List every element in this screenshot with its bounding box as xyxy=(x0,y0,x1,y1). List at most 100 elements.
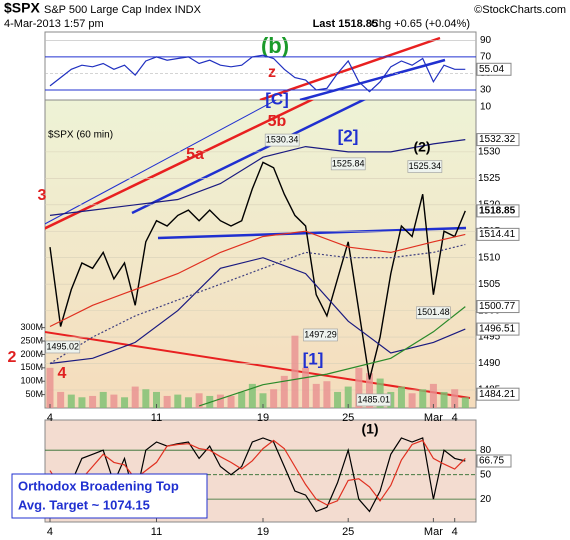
volume-bar xyxy=(142,389,150,408)
wave-label: 5a xyxy=(186,146,204,163)
series-line xyxy=(49,161,466,380)
y-tick-label: 1510 xyxy=(478,252,501,263)
volume-tick-label: 250M xyxy=(20,335,43,345)
volume-bar xyxy=(57,391,65,408)
y-tick-label: 50 xyxy=(480,469,492,480)
value-label: 66.75 xyxy=(479,456,504,467)
x-tick-label: Mar xyxy=(424,412,443,424)
price-label: 1501.48 xyxy=(417,307,450,317)
x-tick-label: 19 xyxy=(257,412,269,424)
brand: ©StockCharts.com xyxy=(474,4,566,16)
y-tick-label: 1530 xyxy=(478,147,501,158)
volume-bar xyxy=(184,397,192,408)
series-line xyxy=(49,54,466,93)
volume-bar xyxy=(302,367,310,408)
price-panel xyxy=(44,99,477,409)
y-tick-label: 80 xyxy=(480,445,492,456)
volume-bar xyxy=(365,373,373,408)
volume-bar xyxy=(110,394,118,408)
volume-bar xyxy=(461,397,469,408)
series-line xyxy=(198,306,466,407)
price-label: 1497.29 xyxy=(304,329,337,339)
x-tick-label: Mar xyxy=(424,526,443,538)
volume-bar xyxy=(334,391,342,408)
wave-label: [C] xyxy=(265,89,289,108)
volume-bar xyxy=(440,391,448,408)
price-label-box xyxy=(303,328,338,342)
series-line xyxy=(49,437,466,513)
note-line: Avg. Target ~ 1074.15 xyxy=(18,497,150,512)
volume-bar xyxy=(408,393,416,408)
trendline xyxy=(299,58,446,100)
volume-bar xyxy=(131,386,139,408)
volume-tick-label: 50M xyxy=(25,389,43,399)
volume-tick-label: 200M xyxy=(20,349,43,359)
price-label-box xyxy=(407,160,443,173)
value-label: 1514.41 xyxy=(479,229,516,240)
price-label: 1530.34 xyxy=(266,134,299,144)
volume-bar xyxy=(323,381,331,408)
x-tick-label: 11 xyxy=(151,412,162,424)
value-box xyxy=(476,454,512,468)
price-label: 1485.01 xyxy=(357,394,390,404)
wave-label: 5b xyxy=(268,113,287,130)
y-tick-label: 90 xyxy=(480,35,492,46)
y-tick-label: 1505 xyxy=(478,279,501,290)
volume-tick-label: 150M xyxy=(20,362,43,372)
value-box xyxy=(476,227,520,241)
x-tick-label: 4 xyxy=(452,526,458,538)
note-box xyxy=(11,473,208,519)
volume-tick-label: 100M xyxy=(20,376,43,386)
volume-bar xyxy=(216,394,224,408)
x-tick-label: 25 xyxy=(342,412,354,424)
note-line: Orthodox Broadening Top xyxy=(18,478,179,493)
price-label: 1525.34 xyxy=(409,161,442,171)
series-line xyxy=(49,139,466,216)
volume-bar xyxy=(46,367,54,408)
series-line xyxy=(49,243,466,365)
price-label: 1525.84 xyxy=(332,158,365,168)
y-tick-label: 1490 xyxy=(478,358,501,369)
last: Last 1518.85 xyxy=(313,18,378,30)
wave-label: [1] xyxy=(303,349,324,368)
date: 4-Mar-2013 1:57 pm xyxy=(4,18,104,30)
volume-bar xyxy=(270,389,278,408)
plot-layer: 1485149014951500150515101515152015251530… xyxy=(8,33,520,538)
y-tick-label: 1495 xyxy=(478,332,501,343)
y-tick-label: 70 xyxy=(480,52,492,63)
volume-bar xyxy=(355,367,363,408)
volume-bar xyxy=(248,383,256,408)
volume-bar xyxy=(152,391,160,408)
x-tick-label: 25 xyxy=(342,526,354,538)
x-tick-label: 19 xyxy=(257,526,269,538)
wave-label: (2) xyxy=(413,139,430,155)
volume-bar xyxy=(163,395,171,408)
y-tick-label: 30 xyxy=(480,85,492,96)
volume-bar xyxy=(344,386,352,408)
volume-bar xyxy=(67,394,75,408)
price-label-box xyxy=(416,306,451,320)
value-box xyxy=(476,387,520,401)
value-label: 1518.85 xyxy=(479,206,516,217)
volume-bar xyxy=(259,393,267,408)
clip-group xyxy=(49,54,466,93)
series-line xyxy=(49,439,466,506)
volume-bar xyxy=(89,395,97,408)
wave-label: (1) xyxy=(361,421,378,437)
volume-bar xyxy=(280,375,288,408)
volume-bar xyxy=(312,383,320,408)
volume-bar xyxy=(429,383,437,408)
volume-bar xyxy=(121,397,129,408)
wave-label: (b) xyxy=(261,33,289,58)
rsi-panel xyxy=(44,31,477,101)
value-label: 1500.77 xyxy=(479,301,516,312)
value-label: 1484.21 xyxy=(479,389,516,400)
volume-bar xyxy=(174,394,182,408)
volume-bar xyxy=(376,378,384,408)
x-tick-label: 11 xyxy=(151,526,162,538)
value-box xyxy=(476,300,520,314)
y-tick-label: 20 xyxy=(480,494,492,505)
value-box xyxy=(476,133,520,147)
wave-label: z xyxy=(268,64,276,81)
